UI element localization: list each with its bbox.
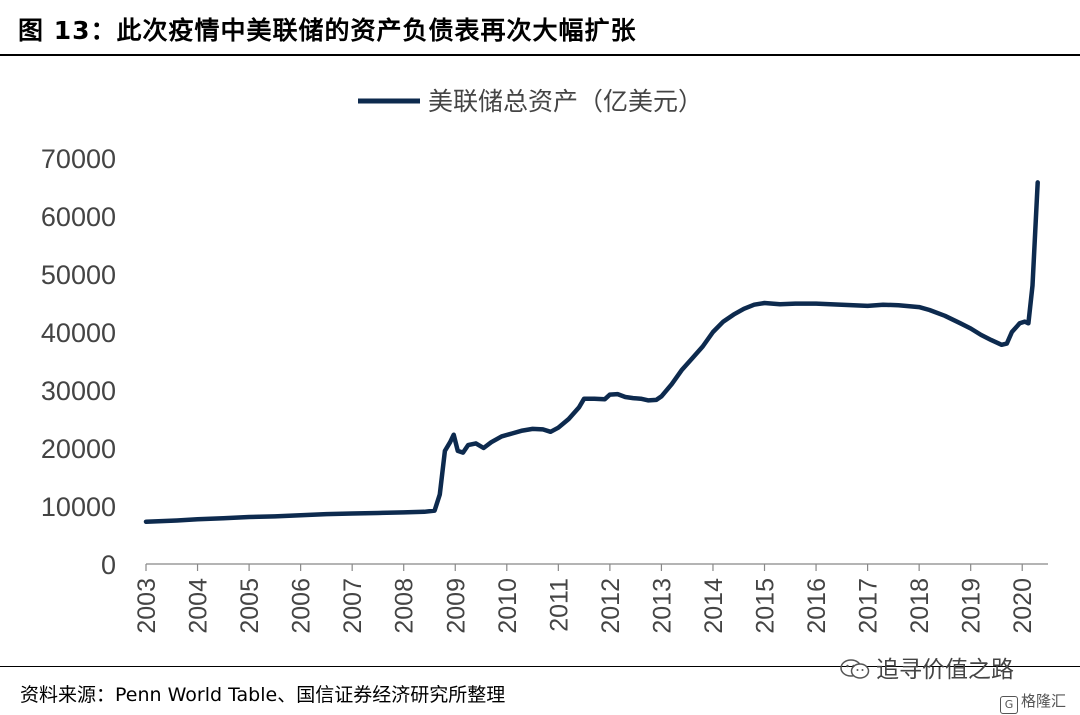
wechat-icon bbox=[840, 659, 870, 679]
x-tick-label: 2018 bbox=[906, 578, 934, 634]
x-tick-label: 2007 bbox=[339, 578, 367, 634]
series-line-fed-total-assets bbox=[143, 180, 1040, 524]
x-tick-label: 2012 bbox=[597, 578, 625, 634]
footer-divider bbox=[0, 666, 1080, 667]
watermark-brand-text: 格隆汇 bbox=[1021, 692, 1067, 710]
x-tick-label: 2009 bbox=[442, 578, 470, 634]
y-tick-label: 20000 bbox=[41, 434, 116, 464]
watermark: 追寻价值之路 bbox=[840, 650, 1014, 684]
x-tick-label: 2010 bbox=[494, 578, 522, 634]
x-axis: 2003 2004 2005 2006 2007 2008 2009 2010 2011 2012… bbox=[133, 563, 1048, 634]
y-tick-label: 0 bbox=[101, 550, 116, 580]
x-tick-label: 2013 bbox=[648, 578, 676, 634]
page-title: 图 13：此次疫情中美联储的资产负债表再次大幅扩张 bbox=[18, 16, 637, 45]
x-tick-label: 2016 bbox=[803, 578, 831, 634]
x-tick-label: 2017 bbox=[855, 578, 883, 634]
x-tick-label: 2004 bbox=[185, 578, 213, 634]
y-tick-label: 40000 bbox=[41, 318, 116, 348]
watermark-brand: G 格隆汇 bbox=[1000, 690, 1066, 714]
line-chart: 美联储总资产（亿美元） 0 10000 20000 30000 40000 50000 60… bbox=[41, 88, 1048, 634]
y-axis: 0 10000 20000 30000 40000 50000 60000 70000 bbox=[41, 144, 116, 580]
x-tick-label: 2019 bbox=[958, 578, 986, 634]
y-tick-label: 30000 bbox=[41, 376, 116, 406]
source-note: 资料来源：Penn World Table、国信证券经济研究所整理 bbox=[20, 684, 506, 706]
y-tick-label: 50000 bbox=[41, 260, 116, 290]
chart-container: 美联储总资产（亿美元） 0 10000 20000 30000 40000 50000 60… bbox=[0, 58, 1080, 658]
chart-legend: 美联储总资产（亿美元） bbox=[358, 88, 703, 116]
brand-logo-icon: G bbox=[1000, 696, 1018, 714]
x-tick-label: 2015 bbox=[752, 578, 780, 634]
x-tick-label: 2020 bbox=[1009, 578, 1037, 634]
x-tick-label: 2014 bbox=[700, 578, 728, 634]
x-tick-label: 2006 bbox=[288, 578, 316, 634]
x-tick-label: 2003 bbox=[133, 578, 161, 634]
x-tick-label: 2008 bbox=[391, 578, 419, 634]
y-tick-label: 70000 bbox=[41, 144, 116, 174]
title-bar: 图 13：此次疫情中美联储的资产负债表再次大幅扩张 bbox=[0, 0, 1080, 56]
y-tick-label: 60000 bbox=[41, 202, 116, 232]
legend-label: 美联储总资产（亿美元） bbox=[428, 88, 703, 116]
x-tick-label: 2011 bbox=[545, 578, 573, 632]
y-tick-label: 10000 bbox=[41, 492, 116, 522]
watermark-text: 追寻价值之路 bbox=[876, 657, 1014, 683]
x-tick-label: 2005 bbox=[236, 578, 264, 634]
